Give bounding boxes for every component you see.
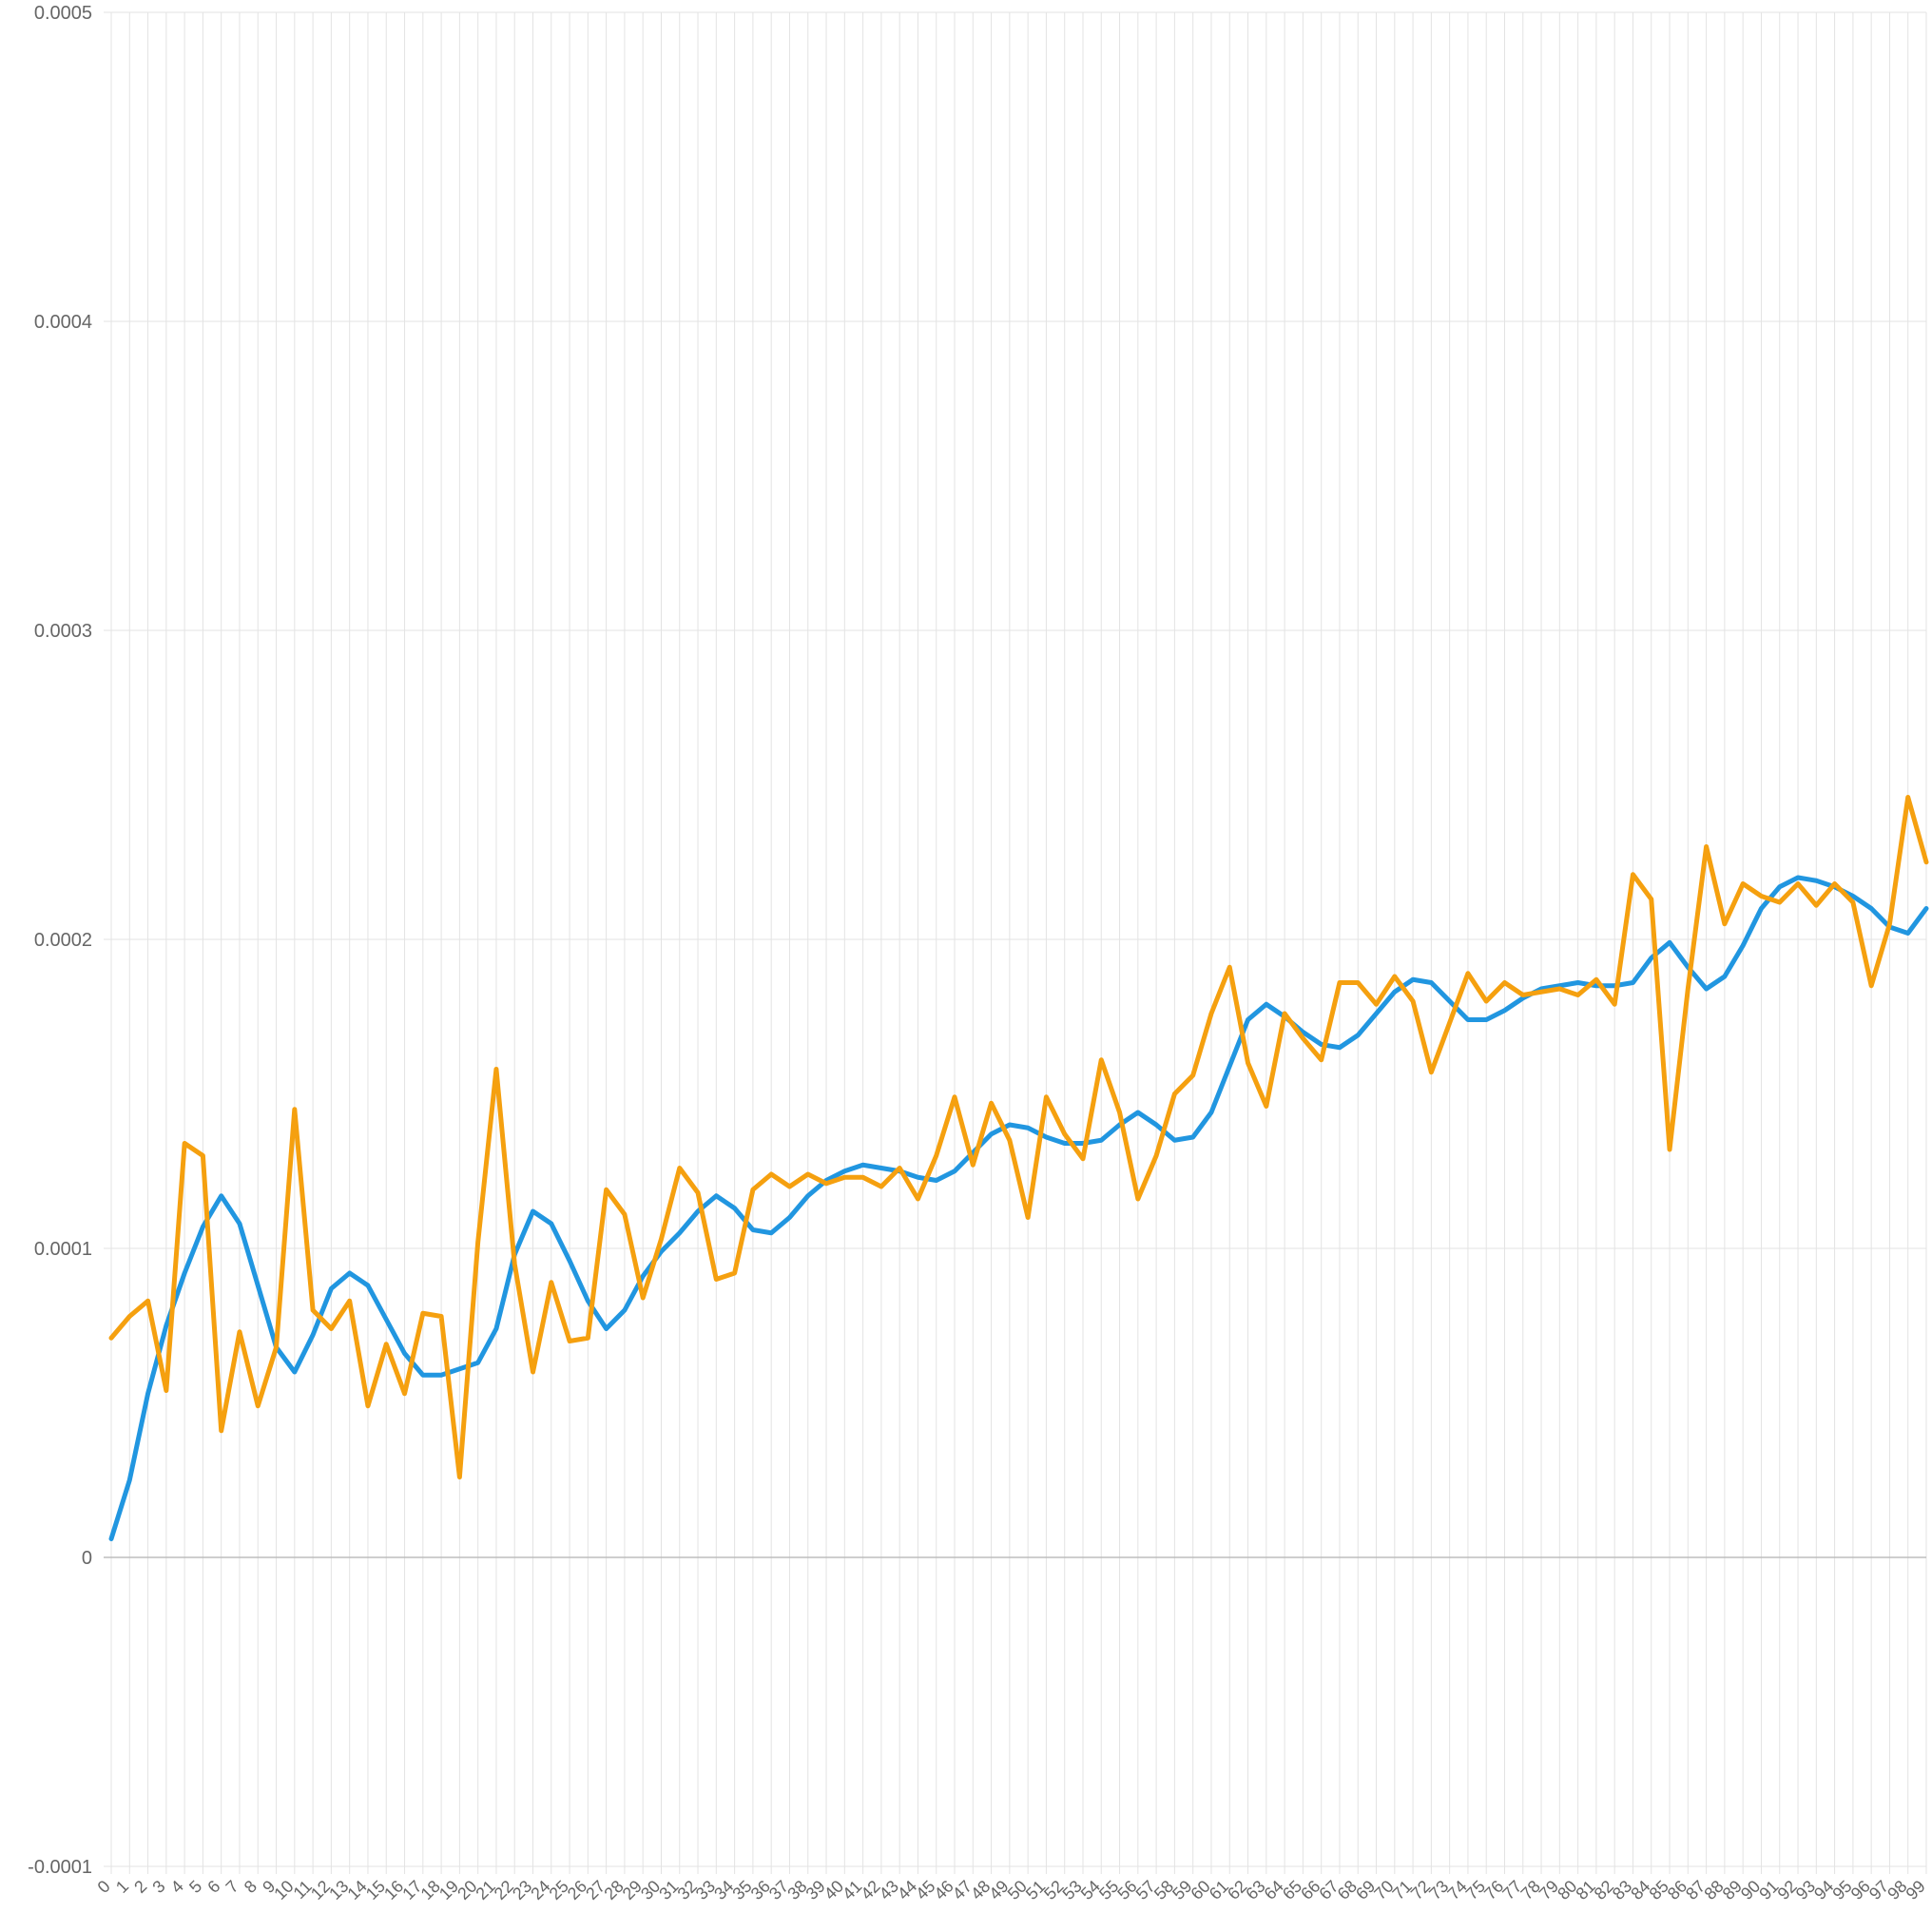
x-tick-label: 2 (130, 1877, 150, 1897)
y-tick-label: 0.0001 (34, 1239, 92, 1260)
y-tick-label: 0.0003 (34, 621, 92, 642)
y-tick-label: 0.0004 (34, 312, 92, 333)
x-tick-label: 1 (112, 1877, 132, 1897)
series-line-1 (108, 875, 1929, 1541)
grid (104, 11, 1927, 1874)
x-tick-label: 5 (185, 1877, 205, 1897)
y-tick-label: 0.0005 (34, 3, 92, 24)
y-tick-label: 0 (82, 1548, 92, 1569)
x-tick-label: 7 (222, 1877, 242, 1897)
x-tick-label: 99 (1903, 1877, 1929, 1903)
x-tick-label: 8 (241, 1877, 261, 1897)
x-tick-label: 4 (167, 1877, 187, 1897)
y-tick-label: -0.0001 (28, 1857, 92, 1878)
x-tick-label: 3 (148, 1877, 168, 1897)
series-line-2 (108, 795, 1929, 1479)
y-tick-label: 0.0002 (34, 930, 92, 951)
series-lines (108, 795, 1929, 1541)
x-axis: 0123456789101112131415161718192021222324… (94, 1877, 1929, 1903)
x-tick-label: 0 (94, 1877, 114, 1897)
x-tick-label: 6 (203, 1877, 223, 1897)
y-axis: -0.0001 0 0.0001 0.0002 0.0003 0.0004 0.0005 (28, 3, 92, 1878)
